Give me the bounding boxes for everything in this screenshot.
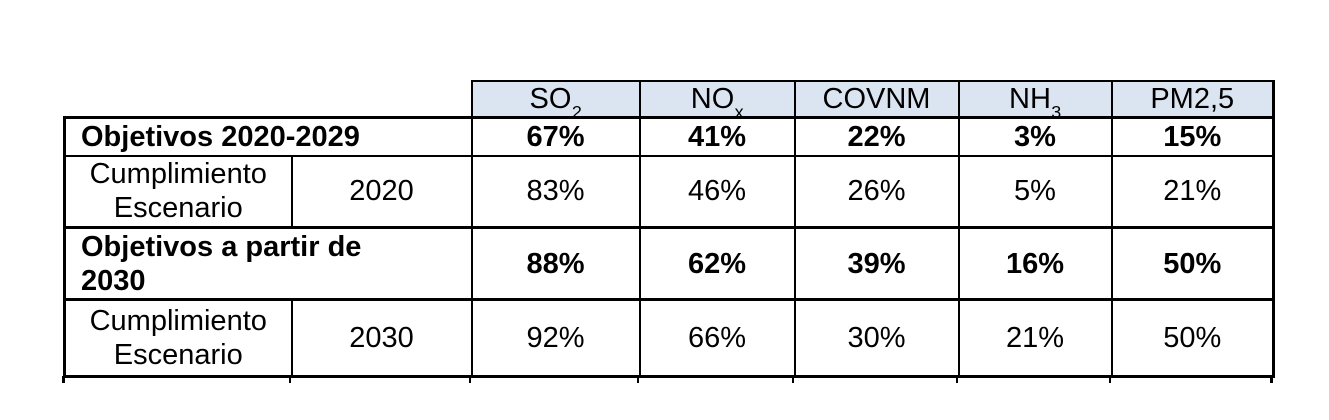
value-cell: 3% (957, 116, 1113, 157)
row-label: Cumplimiento Escenario (63, 154, 293, 229)
value-cell: 39% (793, 226, 960, 301)
cropped-row-stub (1270, 376, 1273, 383)
value-cell: 66% (638, 298, 796, 378)
cropped-row-stub (637, 376, 639, 383)
emissions-compliance-table: SO2 NOx COVNM NH3 PM2,5 Objetivos 2020-2… (63, 80, 1275, 378)
value-cell: 46% (638, 154, 796, 229)
value-cell: 88% (470, 226, 641, 301)
value-cell: 22% (793, 116, 960, 157)
pollutant-symbol: NH (1009, 83, 1051, 115)
table-row-header: SO2 NOx COVNM NH3 PM2,5 (64, 80, 1275, 119)
empty-corner-cell (64, 81, 472, 118)
table-row-cumplimiento-2030: Cumplimiento Escenario 2030 92% 66% 30% … (63, 298, 1275, 378)
value-cell: 21% (1110, 154, 1275, 229)
value-cell: 50% (1110, 298, 1275, 378)
pollutant-symbol: SO (529, 83, 572, 115)
value-cell: 67% (470, 116, 641, 157)
value-cell: 16% (957, 226, 1113, 301)
column-header-nh3: NH3 (957, 80, 1113, 119)
table-row-objetivos-2030: Objetivos a partir de 2030 88% 62% 39% 1… (63, 226, 1275, 301)
value-cell: 83% (470, 154, 641, 229)
row-label: Objetivos a partir de 2030 (63, 226, 473, 301)
row-label: Cumplimiento Escenario (63, 298, 293, 378)
value-cell: 30% (793, 298, 960, 378)
column-header-covnm: COVNM (793, 80, 960, 119)
row-label: Objetivos 2020-2029 (63, 116, 473, 157)
pollutant-subscript: x (734, 102, 744, 118)
cropped-row-stub (792, 376, 794, 383)
table-row-objetivos-2020-2029: Objetivos 2020-2029 67% 41% 22% 3% 15% (63, 116, 1275, 157)
value-cell: 41% (638, 116, 796, 157)
cropped-row-stub (469, 376, 471, 383)
value-cell: 62% (638, 226, 796, 301)
column-header-pm25: PM2,5 (1110, 80, 1275, 119)
year-cell: 2030 (290, 298, 473, 378)
year-cell: 2020 (290, 154, 473, 229)
pollutant-symbol: NO (690, 83, 735, 115)
cropped-row-stub (956, 376, 958, 383)
value-cell: 21% (957, 298, 1113, 378)
cropped-row-stub (1109, 376, 1111, 383)
column-header-so2: SO2 (470, 80, 641, 119)
pollutant-subscript: 2 (571, 102, 582, 118)
column-header-nox: NOx (638, 80, 796, 119)
pollutant-subscript: 3 (1051, 102, 1062, 118)
value-cell: 92% (470, 298, 641, 378)
pollutant-symbol: PM2,5 (1150, 83, 1235, 115)
pollutant-symbol: COVNM (822, 83, 931, 115)
value-cell: 26% (793, 154, 960, 229)
cropped-row-stub (62, 376, 65, 383)
value-cell: 5% (957, 154, 1113, 229)
value-cell: 15% (1110, 116, 1275, 157)
table-row-cumplimiento-2020: Cumplimiento Escenario 2020 83% 46% 26% … (63, 154, 1275, 229)
value-cell: 50% (1110, 226, 1275, 301)
cropped-row-stub (289, 376, 291, 383)
